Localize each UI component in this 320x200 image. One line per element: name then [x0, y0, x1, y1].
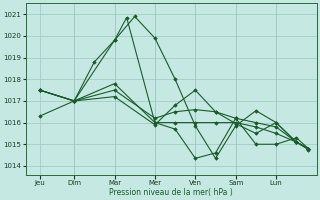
X-axis label: Pression niveau de la mer( hPa ): Pression niveau de la mer( hPa ) — [109, 188, 233, 197]
